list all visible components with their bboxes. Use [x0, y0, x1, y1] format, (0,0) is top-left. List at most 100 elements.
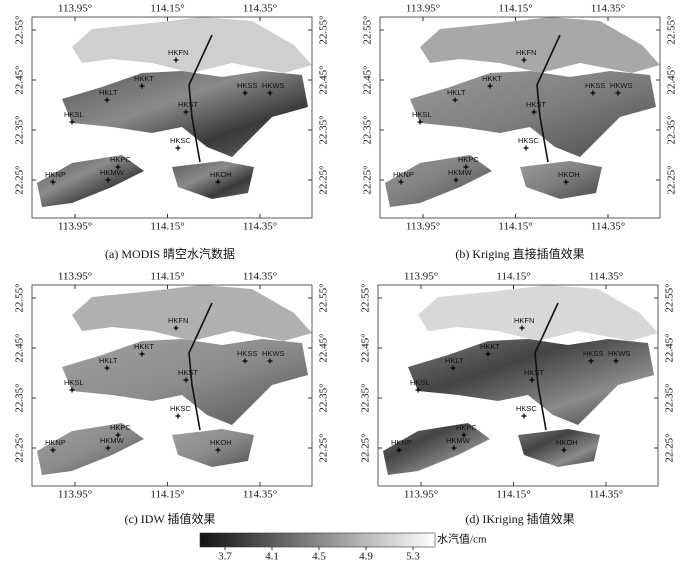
station-marker	[417, 119, 423, 125]
map-panel: 113.95° 113.95° 114.15° 114.15° 114.35° 114.3…	[14, 271, 330, 501]
station-label: HKPC	[458, 155, 479, 164]
station-marker	[173, 57, 179, 63]
lat-label-right: 22.45°	[664, 333, 676, 362]
station-label: HKNP	[45, 170, 66, 179]
station-marker	[175, 145, 181, 151]
station-marker	[531, 109, 537, 115]
lat-label-right: 22.55°	[318, 283, 330, 312]
panel-caption: (b) Kriging 直接插值效果	[455, 246, 584, 261]
station-label: HKOH	[558, 170, 580, 179]
lon-label-bottom: 113.95°	[58, 221, 92, 233]
lat-label-right: 22.55°	[666, 15, 678, 44]
station-label: HKNP	[391, 438, 412, 447]
panel-caption: (d) IKriging 插值效果	[465, 511, 574, 526]
lat-label-left: 22.55°	[360, 283, 372, 312]
station-label: HKLT	[445, 356, 464, 365]
boundary-line	[534, 302, 559, 431]
station-marker	[139, 83, 145, 89]
lat-label-left: 22.35°	[362, 115, 374, 144]
station-label: HKSL	[64, 110, 84, 119]
land	[172, 161, 254, 199]
station-label: HKSS	[237, 349, 257, 358]
station-marker	[523, 145, 529, 151]
lat-label-left: 22.25°	[362, 165, 374, 194]
station-marker	[563, 179, 569, 185]
lat-label-right: 22.35°	[666, 115, 678, 144]
lon-label-bottom: 114.35°	[591, 221, 625, 233]
lon-label-top: 114.15°	[150, 271, 184, 283]
station-marker	[561, 447, 567, 453]
station-label: HKSL	[410, 378, 430, 387]
station-marker	[173, 325, 179, 331]
station-label: HKLT	[447, 88, 466, 97]
lon-label-bottom: 113.95°	[404, 489, 438, 501]
lat-label-right: 22.45°	[318, 333, 330, 362]
station-label: HKFN	[514, 316, 534, 325]
lon-label-top: 114.35°	[591, 3, 625, 15]
station-marker	[69, 387, 75, 393]
station-label: HKSC	[170, 136, 191, 145]
boundary-line	[188, 34, 213, 163]
station-marker	[451, 445, 457, 451]
station-marker	[104, 365, 110, 371]
lon-label-top: 114.15°	[496, 271, 530, 283]
station-marker	[529, 377, 535, 383]
station-marker	[398, 179, 404, 185]
panel-caption: (a) MODIS 晴空水汽数据	[105, 246, 235, 261]
land-north	[72, 285, 312, 341]
lon-label-bottom: 114.35°	[589, 489, 623, 501]
station-marker	[183, 109, 189, 115]
station-marker	[613, 358, 619, 364]
map-panel: 113.95° 113.95° 114.15° 114.15° 114.35° 114.3…	[362, 3, 678, 233]
station-marker	[50, 447, 56, 453]
station-marker	[485, 351, 491, 357]
lat-label-right: 22.25°	[664, 433, 676, 462]
station-label: HKFN	[168, 316, 188, 325]
lon-label-top: 113.95°	[58, 271, 92, 283]
station-marker	[267, 358, 273, 364]
station-label: HKOH	[210, 170, 232, 179]
station-label: HKWS	[610, 81, 633, 90]
colorbar-tick-label: 4.1	[265, 551, 279, 563]
station-label: HKWS	[608, 349, 631, 358]
station-label: HKSC	[518, 136, 539, 145]
colorbar-label: 水汽值/cm	[437, 532, 487, 546]
station-marker	[267, 90, 273, 96]
station-marker	[139, 351, 145, 357]
lat-label-left: 22.35°	[14, 383, 26, 412]
map-frame	[31, 284, 313, 487]
lat-label-left: 22.35°	[360, 383, 372, 412]
station-marker	[615, 90, 621, 96]
station-label: HKMW	[100, 168, 125, 177]
colorbar-tick-label: 4.9	[359, 551, 373, 563]
lat-label-right: 22.35°	[664, 383, 676, 412]
lon-label-bottom: 114.15°	[498, 221, 532, 233]
station-marker	[215, 447, 221, 453]
station-label: HKPC	[110, 423, 131, 432]
station-marker	[453, 177, 459, 183]
station-marker	[461, 432, 467, 438]
station-marker	[415, 387, 421, 393]
lat-label-left: 22.25°	[14, 433, 26, 462]
colorbar-tick-label: 4.5	[312, 551, 326, 563]
land	[37, 155, 144, 207]
station-label: HKST	[178, 100, 198, 109]
station-marker	[519, 325, 525, 331]
land	[172, 429, 254, 467]
station-label: HKST	[526, 100, 546, 109]
lon-label-bottom: 114.35°	[243, 221, 277, 233]
colorbar-tick-label: 3.7	[218, 551, 232, 563]
land	[518, 429, 600, 467]
lat-label-left: 22.55°	[14, 283, 26, 312]
station-label: HKMW	[448, 168, 473, 177]
lat-label-left: 22.55°	[14, 15, 26, 44]
lon-label-bottom: 113.95°	[58, 489, 92, 501]
lat-label-right: 22.55°	[318, 15, 330, 44]
lat-label-left: 22.25°	[14, 165, 26, 194]
lat-label-left: 22.45°	[362, 65, 374, 94]
station-label: HKWS	[262, 81, 285, 90]
station-label: HKST	[178, 368, 198, 377]
station-marker	[50, 179, 56, 185]
station-marker	[588, 358, 594, 364]
